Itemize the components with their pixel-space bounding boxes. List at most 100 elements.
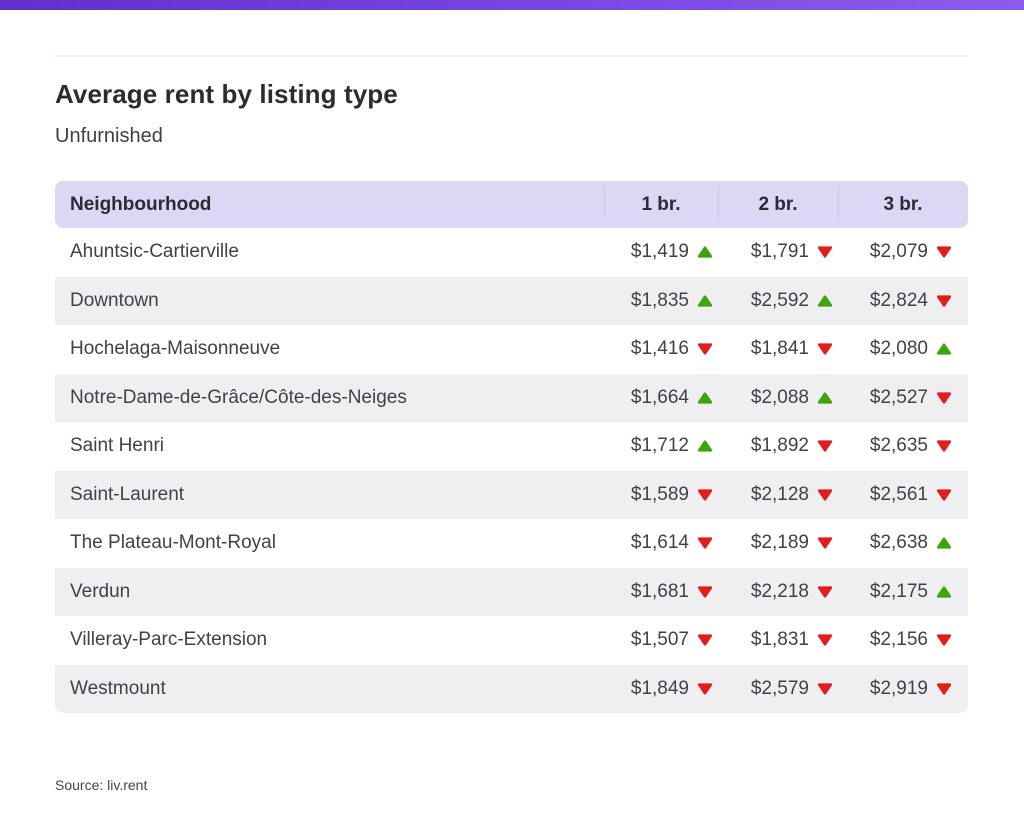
- price-value: $2,635: [869, 435, 928, 457]
- trend-down-icon: [818, 246, 832, 258]
- trend-up-icon: [937, 537, 951, 549]
- price-value: $1,681: [630, 580, 689, 602]
- price-cell-3br: $2,175: [838, 581, 968, 603]
- price-value: $1,892: [750, 435, 809, 457]
- price-cell-3br: $2,080: [838, 338, 968, 360]
- price-cell-1br: $1,419: [604, 241, 718, 263]
- neighbourhood-cell: Notre-Dame-de-Grâce/Côte-des-Neiges: [70, 386, 407, 408]
- price-cell-2br: $2,579: [718, 678, 838, 700]
- rent-table: Neighbourhood 1 br. 2 br. 3 br. Ahuntsic…: [55, 181, 968, 713]
- neighbourhood-cell: Ahuntsic-Cartierville: [70, 241, 239, 263]
- price-value: $2,218: [750, 580, 809, 602]
- table-row: Downtown $1,835 $2,592 $2,824: [55, 276, 968, 325]
- trend-down-icon: [698, 537, 712, 549]
- price-cell-3br: $2,527: [838, 387, 968, 409]
- trend-up-icon: [698, 392, 712, 404]
- trend-up-icon: [818, 295, 832, 307]
- trend-down-icon: [937, 489, 951, 501]
- top-divider: [55, 55, 968, 57]
- price-value: $1,416: [630, 338, 689, 360]
- price-cell-1br: $1,849: [604, 678, 718, 700]
- trend-down-icon: [698, 586, 712, 598]
- column-header-neighbourhood: Neighbourhood: [70, 193, 212, 215]
- price-cell-2br: $2,218: [718, 581, 838, 603]
- price-cell-3br: $2,824: [838, 290, 968, 312]
- price-cell-2br: $2,088: [718, 387, 838, 409]
- trend-up-icon: [818, 392, 832, 404]
- table-row: Villeray-Parc-Extension $1,507 $1,831 $2…: [55, 616, 968, 665]
- price-value: $2,088: [750, 386, 809, 408]
- price-cell-2br: $1,791: [718, 241, 838, 263]
- trend-down-icon: [818, 537, 832, 549]
- price-cell-2br: $1,831: [718, 629, 838, 651]
- trend-up-icon: [937, 586, 951, 598]
- trend-down-icon: [698, 634, 712, 646]
- trend-down-icon: [937, 246, 951, 258]
- trend-down-icon: [698, 683, 712, 695]
- table-row: Notre-Dame-de-Grâce/Côte-des-Neiges $1,6…: [55, 373, 968, 422]
- table-header-row: Neighbourhood 1 br. 2 br. 3 br.: [55, 181, 968, 228]
- price-cell-2br: $2,189: [718, 532, 838, 554]
- neighbourhood-cell: The Plateau-Mont-Royal: [70, 532, 276, 554]
- price-value: $2,175: [869, 580, 928, 602]
- column-header-1br: 1 br.: [604, 181, 718, 228]
- trend-down-icon: [937, 634, 951, 646]
- price-value: $2,638: [869, 532, 928, 554]
- price-value: $2,824: [869, 289, 928, 311]
- neighbourhood-cell: Verdun: [70, 580, 131, 602]
- price-cell-1br: $1,835: [604, 290, 718, 312]
- price-value: $1,507: [630, 629, 689, 651]
- price-value: $1,589: [630, 483, 689, 505]
- table-row: The Plateau-Mont-Royal $1,614 $2,189 $2,…: [55, 519, 968, 568]
- trend-up-icon: [698, 295, 712, 307]
- price-value: $2,128: [750, 483, 809, 505]
- price-cell-1br: $1,416: [604, 338, 718, 360]
- price-cell-2br: $1,841: [718, 338, 838, 360]
- price-cell-3br: $2,561: [838, 484, 968, 506]
- column-header-2br: 2 br.: [718, 181, 838, 228]
- table-body: Ahuntsic-Cartierville $1,419 $1,791 $2,0…: [55, 228, 968, 713]
- price-value: $2,579: [750, 677, 809, 699]
- source-attribution: Source: liv.rent: [55, 777, 148, 793]
- price-cell-1br: $1,664: [604, 387, 718, 409]
- trend-down-icon: [698, 489, 712, 501]
- price-cell-1br: $1,712: [604, 435, 718, 457]
- trend-down-icon: [937, 392, 951, 404]
- table-row: Hochelaga-Maisonneuve $1,416 $1,841 $2,0…: [55, 325, 968, 374]
- price-value: $2,592: [750, 289, 809, 311]
- price-cell-3br: $2,638: [838, 532, 968, 554]
- price-cell-2br: $2,592: [718, 290, 838, 312]
- neighbourhood-cell: Saint Henri: [70, 435, 164, 457]
- price-value: $1,712: [630, 435, 689, 457]
- neighbourhood-cell: Saint-Laurent: [70, 483, 185, 505]
- price-value: $1,849: [630, 677, 689, 699]
- price-value: $1,664: [630, 386, 689, 408]
- table-row: Saint Henri $1,712 $1,892 $2,635: [55, 422, 968, 471]
- price-value: $2,080: [869, 338, 928, 360]
- price-value: $2,156: [869, 629, 928, 651]
- price-value: $2,527: [869, 386, 928, 408]
- price-cell-1br: $1,507: [604, 629, 718, 651]
- trend-up-icon: [698, 246, 712, 258]
- trend-down-icon: [937, 295, 951, 307]
- price-cell-1br: $1,681: [604, 581, 718, 603]
- page-subtitle: Unfurnished: [55, 125, 163, 147]
- price-value: $1,841: [750, 338, 809, 360]
- trend-down-icon: [818, 634, 832, 646]
- price-value: $2,079: [869, 241, 928, 263]
- trend-down-icon: [937, 683, 951, 695]
- trend-down-icon: [818, 489, 832, 501]
- price-cell-1br: $1,614: [604, 532, 718, 554]
- trend-down-icon: [698, 343, 712, 355]
- price-value: $1,791: [750, 241, 809, 263]
- table-row: Ahuntsic-Cartierville $1,419 $1,791 $2,0…: [55, 228, 968, 277]
- neighbourhood-cell: Villeray-Parc-Extension: [70, 629, 268, 651]
- price-cell-3br: $2,079: [838, 241, 968, 263]
- page-title: Average rent by listing type: [55, 79, 398, 109]
- price-value: $1,831: [750, 629, 809, 651]
- table-row: Westmount $1,849 $2,579 $2,919: [55, 664, 968, 713]
- neighbourhood-cell: Hochelaga-Maisonneuve: [70, 338, 281, 360]
- trend-up-icon: [937, 343, 951, 355]
- price-cell-2br: $1,892: [718, 435, 838, 457]
- neighbourhood-cell: Downtown: [70, 289, 159, 311]
